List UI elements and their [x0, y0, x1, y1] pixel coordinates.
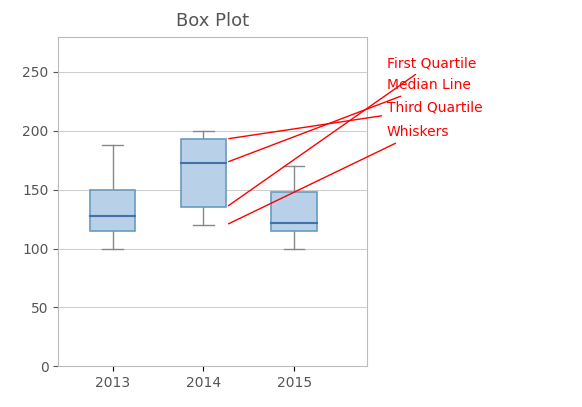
Text: Median Line: Median Line	[229, 79, 471, 162]
Bar	[271, 192, 317, 231]
Title: Box Plot: Box Plot	[176, 11, 249, 30]
Bar	[180, 139, 226, 207]
Text: Whiskers: Whiskers	[229, 125, 449, 224]
Text: Third Quartile: Third Quartile	[229, 101, 482, 139]
Bar	[90, 190, 135, 231]
Text: First Quartile: First Quartile	[228, 56, 477, 206]
